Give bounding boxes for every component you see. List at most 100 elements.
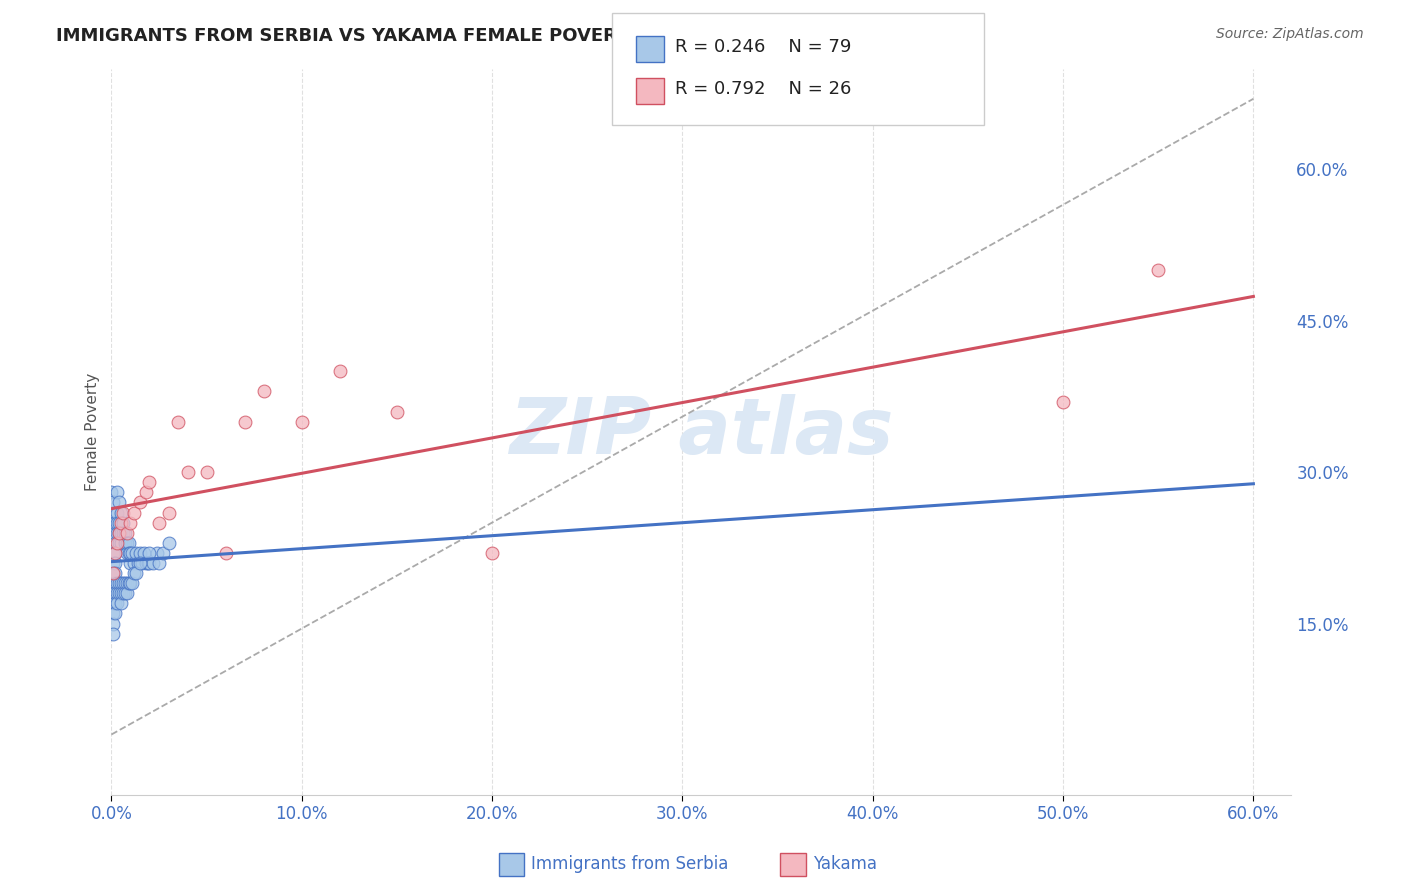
Point xyxy=(138,546,160,560)
Point xyxy=(103,586,125,600)
Point xyxy=(214,546,236,560)
Point xyxy=(127,556,149,570)
Point xyxy=(110,516,132,530)
Point xyxy=(108,495,131,509)
Text: ZIP atlas: ZIP atlas xyxy=(509,393,894,470)
Point xyxy=(120,556,142,570)
Text: R = 0.792    N = 26: R = 0.792 N = 26 xyxy=(675,80,851,98)
Point xyxy=(146,546,169,560)
Point xyxy=(129,495,152,509)
Point xyxy=(115,586,138,600)
Point xyxy=(104,546,127,560)
Point xyxy=(125,566,148,580)
Point xyxy=(105,516,128,530)
Point xyxy=(136,556,159,570)
Point xyxy=(100,485,122,500)
Point xyxy=(117,546,139,560)
Point xyxy=(121,576,143,591)
Point xyxy=(105,586,128,600)
Point xyxy=(105,596,128,610)
Point xyxy=(104,536,127,550)
Point xyxy=(108,576,131,591)
Point xyxy=(117,576,139,591)
Point xyxy=(115,525,138,540)
Point xyxy=(125,546,148,560)
Point xyxy=(101,506,124,520)
Point xyxy=(110,576,132,591)
Point xyxy=(1147,263,1170,277)
Point xyxy=(121,546,143,560)
Point xyxy=(103,546,125,560)
Point xyxy=(103,576,125,591)
Point xyxy=(120,516,142,530)
Point xyxy=(111,516,134,530)
Point xyxy=(115,546,138,560)
Point xyxy=(103,495,125,509)
Point xyxy=(111,506,134,520)
Point xyxy=(135,556,157,570)
Point xyxy=(329,364,352,378)
Point xyxy=(1052,394,1074,409)
Point xyxy=(148,556,170,570)
Point xyxy=(105,506,128,520)
Point xyxy=(138,475,160,490)
Point xyxy=(195,465,218,479)
Point xyxy=(104,607,127,621)
Point xyxy=(103,616,125,631)
Point xyxy=(129,556,152,570)
Point xyxy=(110,586,132,600)
Point xyxy=(111,525,134,540)
Point xyxy=(142,556,165,570)
Point xyxy=(110,506,132,520)
Point xyxy=(122,506,145,520)
Text: IMMIGRANTS FROM SERBIA VS YAKAMA FEMALE POVERTY CORRELATION CHART: IMMIGRANTS FROM SERBIA VS YAKAMA FEMALE … xyxy=(56,27,863,45)
Point xyxy=(120,576,142,591)
Point xyxy=(129,546,152,560)
Point xyxy=(114,525,136,540)
Text: R = 0.246    N = 79: R = 0.246 N = 79 xyxy=(675,38,851,56)
Point xyxy=(105,485,128,500)
Point xyxy=(117,536,139,550)
Point xyxy=(148,516,170,530)
Point xyxy=(385,404,408,418)
Point xyxy=(122,566,145,580)
Point xyxy=(111,576,134,591)
Point xyxy=(291,415,314,429)
Point xyxy=(110,525,132,540)
Point xyxy=(167,415,190,429)
Point xyxy=(122,556,145,570)
Point xyxy=(104,516,127,530)
Point xyxy=(115,576,138,591)
Point xyxy=(103,607,125,621)
Point xyxy=(103,525,125,540)
Point xyxy=(105,576,128,591)
Point xyxy=(108,525,131,540)
Point xyxy=(157,536,180,550)
Text: Source: ZipAtlas.com: Source: ZipAtlas.com xyxy=(1216,27,1364,41)
Point xyxy=(114,536,136,550)
Point xyxy=(135,485,157,500)
Point xyxy=(105,536,128,550)
Point xyxy=(104,566,127,580)
Text: Immigrants from Serbia: Immigrants from Serbia xyxy=(531,855,728,873)
Point xyxy=(111,586,134,600)
Point xyxy=(110,536,132,550)
Point xyxy=(131,556,153,570)
Point xyxy=(253,384,276,399)
Point xyxy=(103,516,125,530)
Point xyxy=(103,566,125,580)
Point xyxy=(481,546,503,560)
Point xyxy=(138,556,160,570)
Point xyxy=(103,596,125,610)
Point xyxy=(114,576,136,591)
Point xyxy=(132,546,155,560)
Point xyxy=(110,596,132,610)
Point xyxy=(152,546,174,560)
Point xyxy=(108,536,131,550)
Point xyxy=(157,506,180,520)
Point xyxy=(103,556,125,570)
Point xyxy=(104,596,127,610)
Point xyxy=(120,546,142,560)
Point xyxy=(104,546,127,560)
Text: Yakama: Yakama xyxy=(813,855,877,873)
